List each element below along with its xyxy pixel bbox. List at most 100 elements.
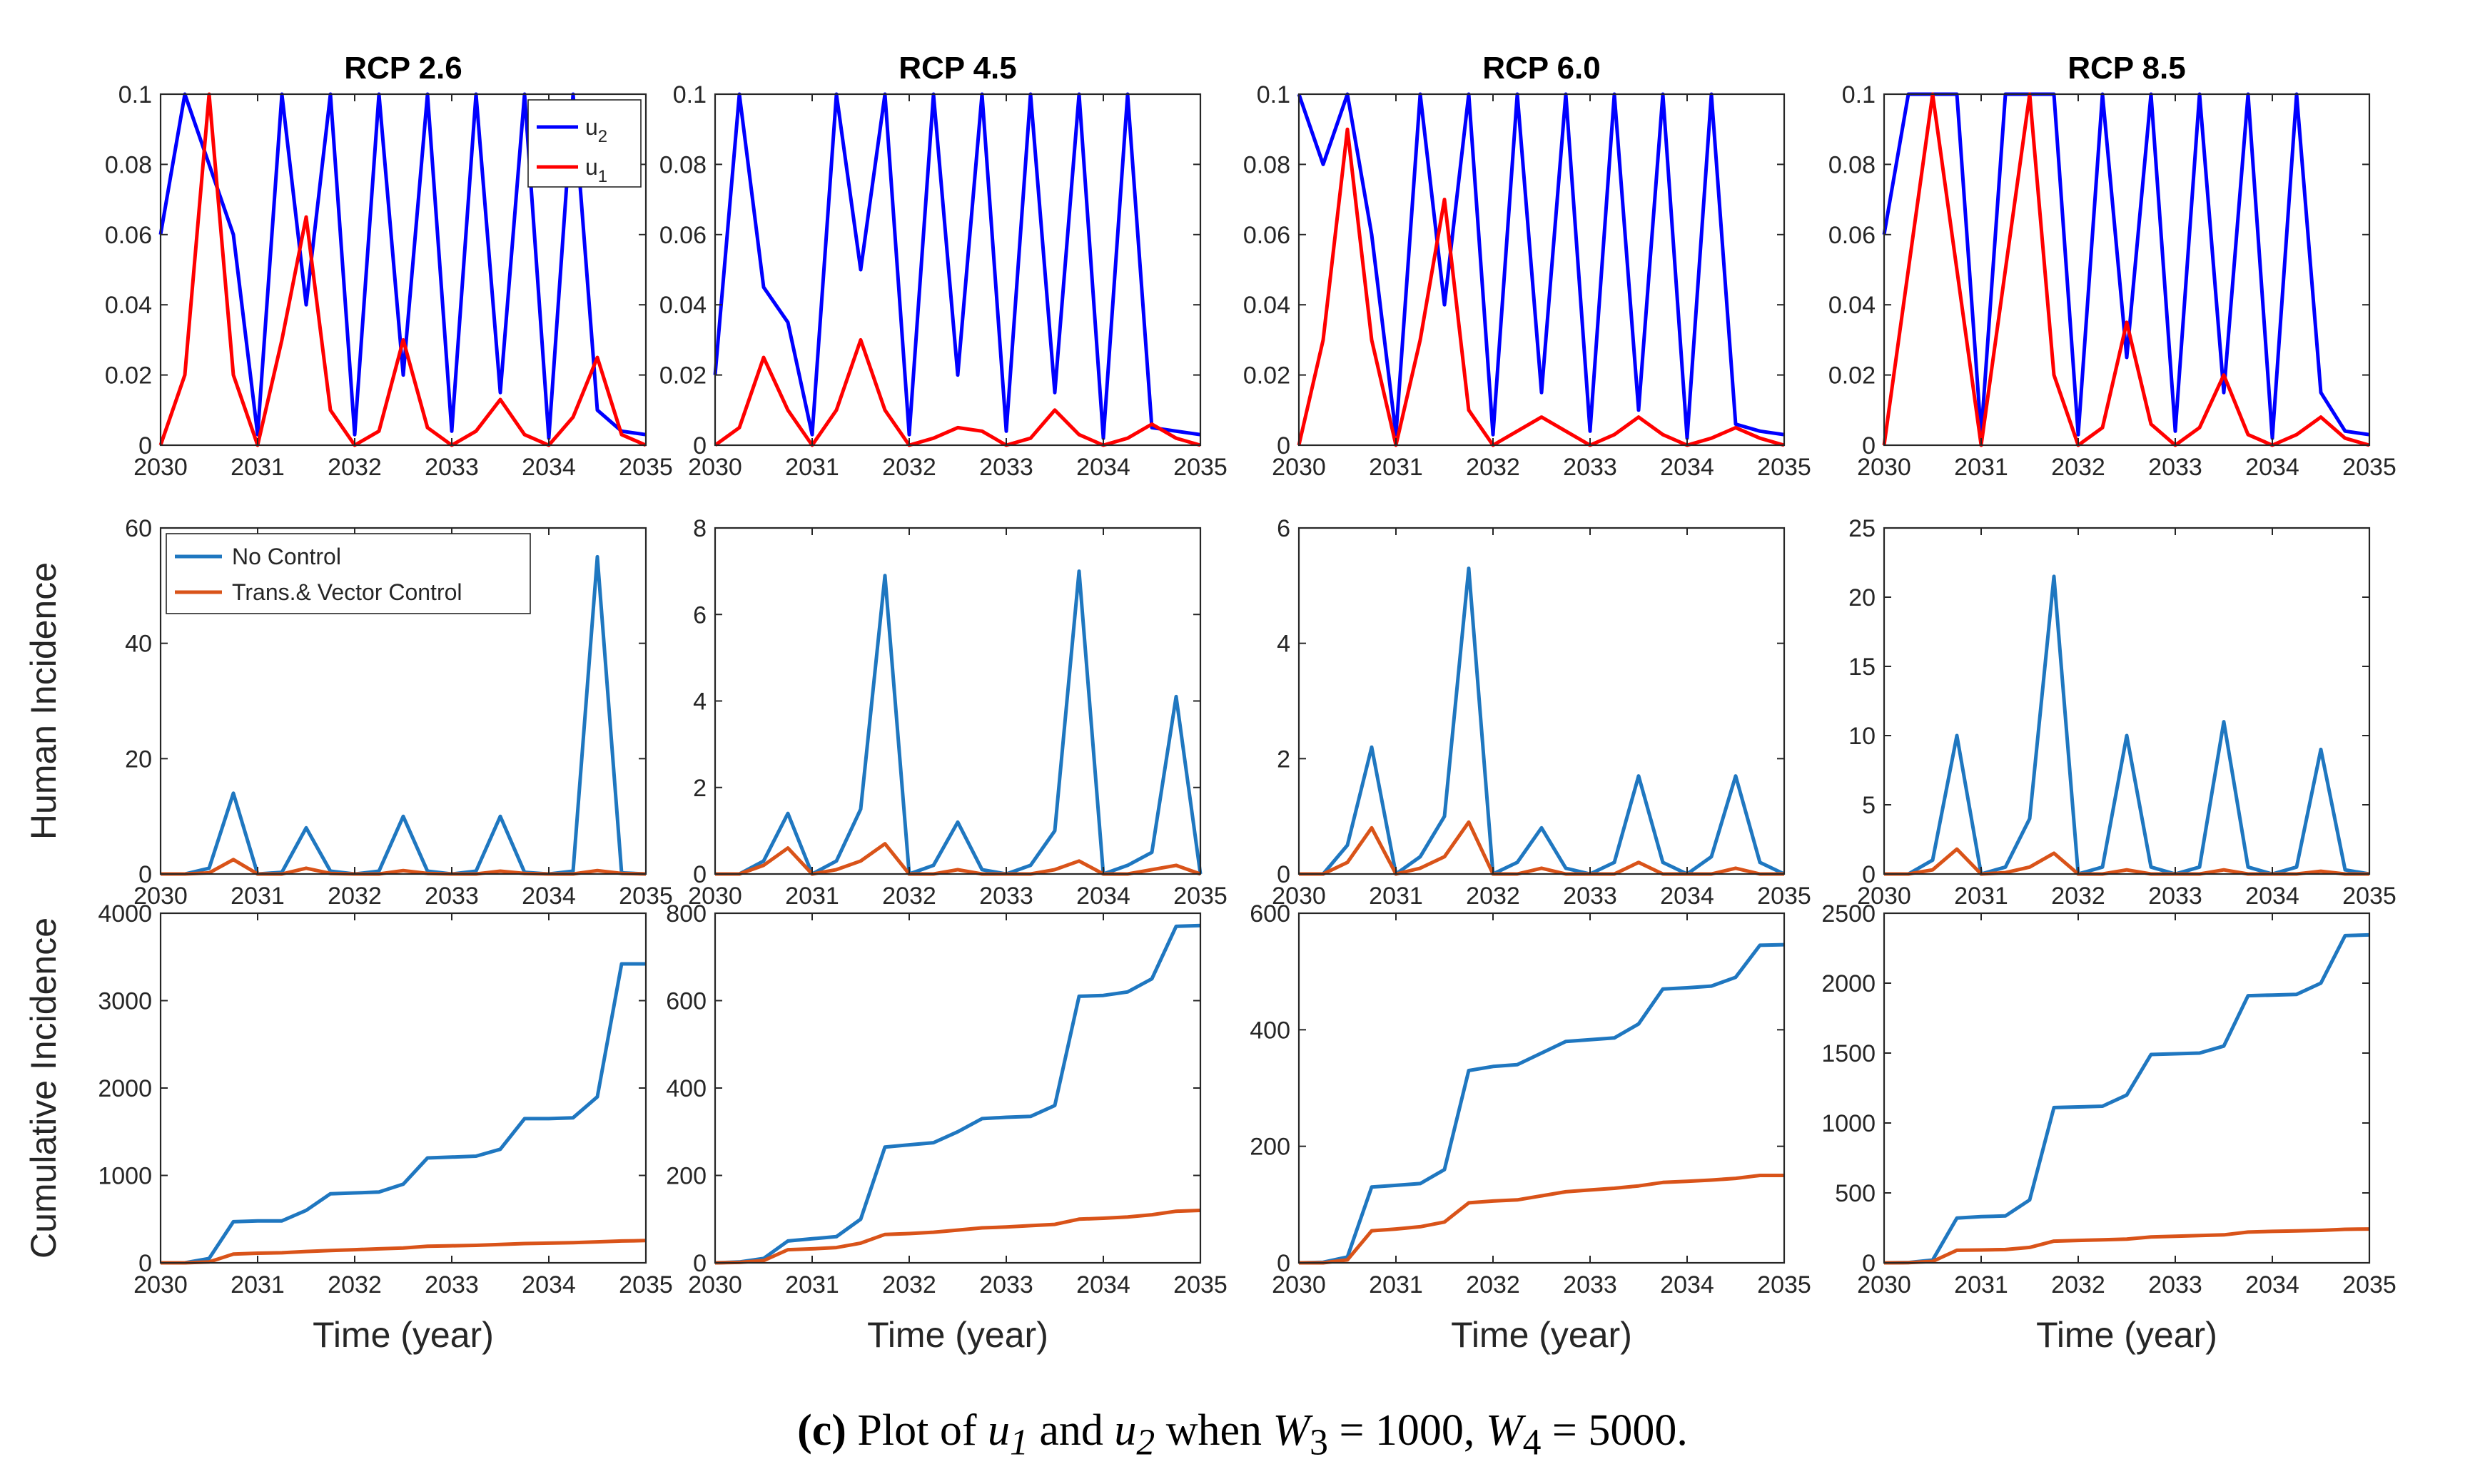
y-tick-label: 4000: [98, 900, 152, 928]
y-tick-label: 0: [1277, 1250, 1290, 1277]
x-tick-label: 2033: [1563, 454, 1617, 481]
x-tick-label: 2035: [1757, 883, 1811, 910]
x-tick-label: 2035: [619, 1271, 673, 1298]
legend-label-u1: u1: [585, 154, 607, 186]
x-tick-label: 2033: [1563, 883, 1617, 910]
axes-frame-r3-c4: [1883, 912, 2371, 1264]
y-tick-label: 0.04: [1243, 292, 1290, 319]
legend-label-no-control: No Control: [232, 544, 341, 569]
panel-title-2: RCP 4.5: [899, 51, 1017, 86]
x-tick-label: 2032: [2051, 883, 2105, 910]
series-line-r1-c4-u2: [1882, 92, 2370, 440]
x-tick-label: 2034: [2245, 883, 2299, 910]
y-tick-label: 0: [1862, 861, 1876, 888]
y-tick-label: 60: [125, 515, 152, 542]
y-axis-label-row-3: Cumulative Incidence: [24, 918, 64, 1259]
x-tick-label: 2030: [1857, 454, 1911, 481]
series-line-r1-c1-u2: [158, 92, 647, 440]
x-tick-label: 2033: [2148, 1271, 2202, 1298]
series-line-r2-c4-no-control: [1884, 574, 2370, 876]
y-tick-label: 2: [1277, 746, 1290, 773]
x-tick-label: 2033: [979, 883, 1033, 910]
x-tick-label: 2032: [2051, 1271, 2105, 1298]
x-tick-label: 2034: [1076, 883, 1130, 910]
y-tick-label: 4: [693, 688, 707, 716]
caption-eq3: = 1000,: [1339, 1406, 1475, 1455]
x-axis-label: Time (year): [313, 1315, 494, 1355]
y-tick-label: 0.02: [105, 362, 152, 390]
x-tick-label: 2031: [785, 883, 839, 910]
x-tick-label: 2030: [1857, 1271, 1911, 1298]
y-tick-label: 0: [693, 1250, 707, 1277]
x-tick-label: 2033: [979, 454, 1033, 481]
series-line-r1-c1-u1: [158, 92, 647, 447]
y-tick-label: 0: [693, 861, 707, 888]
y-tick-label: 600: [1250, 900, 1290, 928]
x-tick-label: 2030: [688, 883, 742, 910]
series-line-r1-c3-u1: [1297, 127, 1785, 447]
axes-frame-r2-c1: [159, 527, 647, 875]
x-tick-label: 2030: [133, 1271, 188, 1298]
series-line-r1-c3-u2: [1297, 92, 1785, 440]
x-tick-label: 2032: [882, 454, 936, 481]
x-axis-label: Time (year): [2036, 1315, 2217, 1355]
panel-title-3: RCP 6.0: [1482, 51, 1601, 86]
x-tick-label: 2034: [522, 883, 576, 910]
legend-label-trans-vector-control: Trans.& Vector Control: [232, 579, 462, 605]
axes-frame-r2-c3: [1297, 527, 1786, 875]
y-tick-label: 3000: [98, 988, 152, 1015]
y-tick-label: 0.1: [1842, 81, 1876, 108]
y-tick-label: 0: [1862, 432, 1876, 459]
y-tick-label: 20: [1848, 584, 1876, 611]
x-tick-label: 2031: [1369, 454, 1423, 481]
y-tick-label: 0.02: [1828, 362, 1876, 390]
series-line-r3-c1-trans-vector-control: [161, 1239, 647, 1265]
legend-box-u: [527, 99, 642, 188]
x-tick-label: 2034: [1660, 883, 1714, 910]
series-line-r2-c2-trans-vector-control: [715, 842, 1201, 876]
x-tick-label: 2034: [522, 1271, 576, 1298]
caption-u2: u2: [1114, 1406, 1155, 1463]
y-tick-label: 500: [1835, 1180, 1876, 1207]
y-axis-label-row-2: Human Incidence: [24, 562, 64, 840]
y-tick-label: 400: [1250, 1017, 1290, 1044]
x-tick-label: 2033: [425, 454, 479, 481]
x-tick-label: 2031: [231, 883, 285, 910]
y-tick-label: 8: [693, 515, 707, 542]
x-tick-label: 2032: [2051, 454, 2105, 481]
x-tick-label: 2035: [2342, 883, 2397, 910]
x-tick-label: 2032: [882, 1271, 936, 1298]
x-tick-label: 2030: [133, 454, 188, 481]
x-tick-label: 2030: [688, 454, 742, 481]
y-tick-label: 0.08: [105, 151, 152, 178]
y-tick-label: 800: [666, 900, 707, 928]
x-tick-label: 2033: [1563, 1271, 1617, 1298]
x-tick-label: 2032: [328, 883, 382, 910]
x-tick-label: 2032: [1466, 1271, 1520, 1298]
x-tick-label: 2030: [1272, 1271, 1326, 1298]
x-tick-label: 2031: [231, 454, 285, 481]
y-tick-label: 10: [1848, 723, 1876, 750]
y-tick-label: 0: [138, 432, 152, 459]
y-tick-label: 15: [1848, 654, 1876, 681]
series-line-r2-c2-no-control: [715, 569, 1203, 876]
x-tick-label: 2030: [1272, 454, 1326, 481]
x-tick-label: 2033: [425, 883, 479, 910]
x-tick-label: 2033: [425, 1271, 479, 1298]
y-tick-label: 1000: [1821, 1110, 1876, 1137]
series-line-r3-c1-no-control: [161, 962, 646, 1265]
x-tick-label: 2031: [1954, 1271, 2008, 1298]
x-tick-label: 2035: [1757, 454, 1811, 481]
caption-label: (c): [797, 1406, 846, 1455]
x-tick-label: 2035: [1173, 1271, 1228, 1298]
axes-frame-r3-c2: [714, 912, 1202, 1264]
x-tick-label: 2035: [1757, 1271, 1811, 1298]
y-tick-label: 0.08: [1828, 151, 1876, 178]
y-tick-label: 4: [1277, 631, 1290, 658]
series-line-r3-c3-no-control: [1298, 942, 1785, 1265]
y-tick-label: 0: [138, 1250, 152, 1277]
x-tick-label: 2033: [979, 1271, 1033, 1298]
x-tick-label: 2032: [328, 454, 382, 481]
x-tick-label: 2030: [1857, 883, 1911, 910]
